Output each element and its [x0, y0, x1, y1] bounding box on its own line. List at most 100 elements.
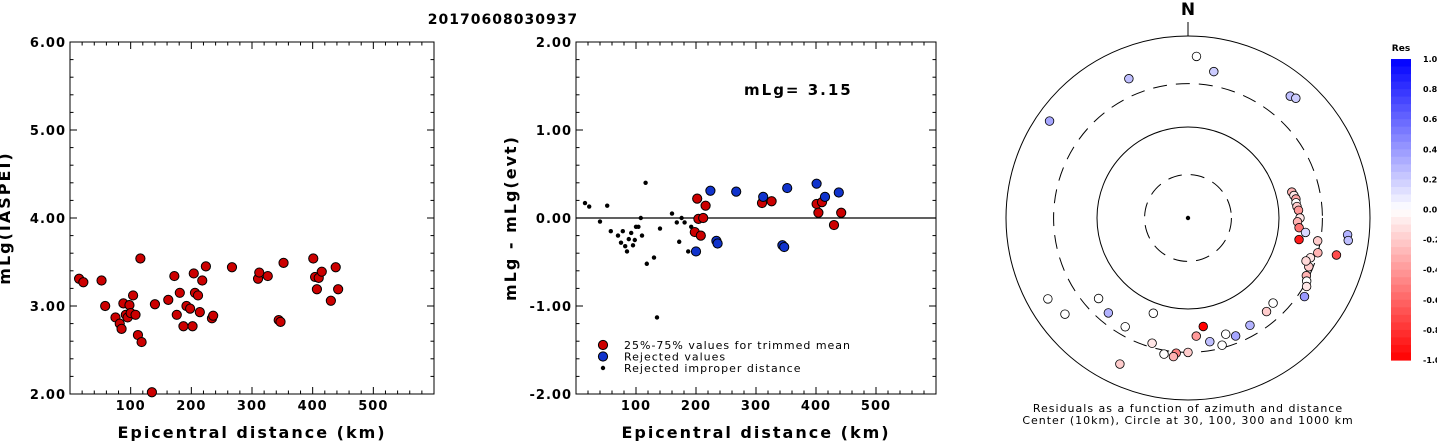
- station-residual-point: [1147, 338, 1157, 348]
- station-residual-point: [1159, 349, 1169, 359]
- north-label: N: [1181, 0, 1195, 20]
- colorbar-segment: [1391, 322, 1411, 331]
- y-tick-label: -1.00: [530, 300, 572, 315]
- data-point-rejected: [779, 241, 790, 253]
- x-tick-label: 400: [801, 399, 831, 414]
- data-point-trimmed: [700, 200, 711, 211]
- legend-label: Rejected improper distance: [624, 362, 802, 375]
- data-point-rejected-distance: [643, 180, 648, 185]
- station-residual-point: [1294, 223, 1304, 233]
- data-point-rejected-distance: [677, 239, 682, 244]
- x-tick-label: 500: [861, 399, 891, 414]
- data-point-trimmed: [813, 207, 824, 218]
- colorbar-segment: [1391, 314, 1411, 323]
- data-point-rejected-distance: [686, 249, 691, 254]
- station-residual-point: [1313, 248, 1323, 258]
- station-residual-point: [1120, 322, 1130, 332]
- data-point-trimmed: [169, 270, 180, 282]
- station-residual-point: [1294, 234, 1304, 245]
- data-point-trimmed: [695, 230, 706, 241]
- data-point-rejected: [690, 246, 702, 257]
- data-point-trimmed: [146, 387, 157, 398]
- data-point-rejected-distance: [629, 230, 634, 236]
- station-residual-point: [1209, 66, 1219, 77]
- y-tick-label: 0.00: [536, 212, 572, 227]
- colorbar-segment: [1391, 119, 1411, 128]
- data-point-trimmed: [96, 275, 107, 286]
- station-residual-point: [1261, 306, 1272, 317]
- data-point-trimmed: [100, 300, 111, 312]
- polar-residual-plot: N Residuals as a function of azimuth and …: [1005, 0, 1371, 427]
- data-point-trimmed: [836, 207, 847, 218]
- colorbar-segment: [1391, 111, 1411, 120]
- data-point-trimmed: [171, 309, 182, 320]
- data-point-trimmed: [333, 284, 344, 295]
- legend-label: 25%-75% values for trimmed mean: [624, 339, 851, 352]
- station-residual-point: [1191, 51, 1202, 62]
- station-residual-point: [1183, 347, 1193, 358]
- station-residual-point: [1291, 93, 1301, 103]
- data-point-trimmed: [178, 321, 189, 332]
- data-point-rejected-distance: [638, 215, 643, 221]
- y-tick-label: 6.00: [30, 36, 66, 51]
- station-residual-point: [1245, 320, 1255, 331]
- colorbar-segment: [1391, 284, 1411, 293]
- colorbar-tick-label: -0.2: [1423, 236, 1437, 245]
- data-point-trimmed: [262, 270, 273, 282]
- data-point-trimmed: [275, 316, 286, 327]
- data-point-trimmed: [116, 323, 127, 334]
- data-point-rejected-distance: [630, 243, 636, 248]
- y-tick-label: -2.00: [530, 388, 572, 403]
- data-point-trimmed: [149, 299, 161, 310]
- data-point-rejected-distance: [597, 219, 603, 224]
- colorbar-tick-label: -1.0: [1423, 356, 1437, 365]
- y-axis-label: mLg - mLg(evt): [501, 135, 520, 301]
- data-point-rejected: [731, 186, 742, 197]
- data-point-rejected-distance: [682, 220, 687, 225]
- data-point-rejected-distance: [582, 200, 588, 206]
- colorbar-segment: [1391, 81, 1411, 90]
- station-residual-point: [1168, 351, 1179, 362]
- legend-label: Rejected values: [624, 351, 726, 364]
- data-point-trimmed: [200, 261, 211, 272]
- station-residual-point: [1044, 116, 1055, 126]
- colorbar-segment: [1391, 292, 1411, 301]
- station-residual-point: [1312, 236, 1323, 246]
- colorbar-segment: [1391, 104, 1411, 113]
- data-point-rejected-distance: [689, 224, 694, 229]
- station-residual-point: [1115, 359, 1125, 369]
- colorbar-title: Res: [1392, 44, 1410, 54]
- colorbar-segment: [1391, 262, 1411, 271]
- legend-marker: [597, 339, 609, 351]
- data-point-rejected: [712, 238, 723, 249]
- data-point-trimmed: [698, 212, 709, 224]
- x-tick-label: 400: [298, 399, 328, 414]
- data-point-trimmed: [308, 253, 319, 264]
- station-residual-point: [1093, 293, 1104, 304]
- colorbar-segment: [1391, 186, 1411, 196]
- colorbar-tick-label: 0.6: [1423, 115, 1437, 124]
- station-residual-point: [1301, 256, 1311, 266]
- data-point-rejected-distance: [624, 249, 630, 254]
- data-point-rejected-distance: [644, 261, 649, 266]
- station-residual-point: [1230, 331, 1241, 341]
- colorbar-tick-label: 0.8: [1423, 85, 1437, 94]
- station-residual-point: [1299, 291, 1310, 302]
- data-point-rejected: [705, 185, 716, 196]
- residual-colorbar: Res 1.0 0.8 0.6 0.4 0.2 0.0 -0.2 -0.4 -0.6 -0.8 -1.…: [1391, 44, 1437, 365]
- station-residual-point: [1124, 74, 1134, 84]
- colorbar-segment: [1391, 337, 1411, 346]
- colorbar-segment: [1391, 307, 1411, 316]
- station-residual-point: [1331, 250, 1342, 260]
- colorbar-segment: [1391, 247, 1411, 256]
- station-residual-point: [1060, 309, 1070, 319]
- x-tick-label: 100: [116, 399, 146, 414]
- colorbar-segment: [1391, 224, 1411, 233]
- colorbar-segment: [1391, 217, 1411, 226]
- data-point-rejected-distance: [669, 211, 675, 216]
- colorbar-tick-label: 0.4: [1423, 145, 1437, 154]
- station-residual-point: [1148, 308, 1159, 318]
- data-point-trimmed: [766, 196, 777, 207]
- station-residual-point: [1191, 331, 1201, 341]
